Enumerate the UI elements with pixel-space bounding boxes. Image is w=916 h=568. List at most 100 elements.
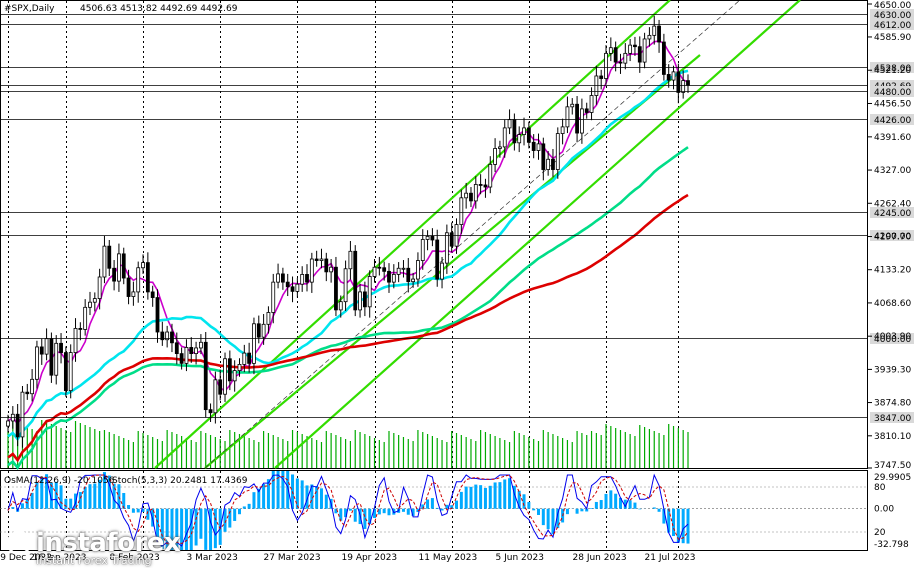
osma-bar	[98, 479, 102, 509]
osma-bar	[618, 497, 622, 509]
channel-line	[154, 0, 671, 469]
osma-bar	[54, 481, 58, 509]
candle-body	[295, 283, 300, 292]
osma-bar	[315, 486, 319, 509]
osma-bar	[609, 490, 613, 509]
osma-bar	[107, 475, 111, 509]
candle-body	[343, 268, 348, 303]
osma-bar	[170, 508, 174, 550]
osma-bar	[131, 508, 135, 513]
candle-body	[30, 378, 35, 395]
instaforex-logo-icon	[6, 530, 32, 556]
osma-bar	[247, 503, 251, 509]
osma-bar	[83, 486, 87, 509]
candle-body	[430, 235, 435, 241]
candle-body	[218, 379, 223, 395]
candle-body	[285, 281, 290, 288]
chart-header-symbol: #SPX,Daily	[4, 4, 55, 14]
osma-bar	[324, 494, 328, 509]
candle-body	[276, 273, 280, 283]
osma-bar	[213, 508, 217, 549]
osma-bar	[681, 508, 685, 544]
osma-bar	[623, 499, 627, 509]
level-label-box	[870, 412, 914, 423]
candle-body	[208, 409, 213, 414]
candle-body	[377, 266, 382, 269]
osma-tick-label: 29.9905	[874, 473, 911, 483]
osma-bar	[165, 508, 169, 550]
osma-bar	[498, 482, 502, 509]
osma-label: OsMA(12,26,9) -20.1056	[4, 476, 115, 486]
price-tick-label: 3874.80	[874, 399, 911, 409]
osma-bar	[633, 502, 637, 509]
candle-body	[608, 47, 613, 54]
osma-bar	[455, 500, 459, 509]
osma-bar	[469, 486, 473, 509]
candle-body	[121, 253, 126, 279]
candle-body	[464, 192, 469, 199]
candle-body	[536, 143, 541, 151]
candle-body	[150, 291, 155, 298]
stoch-tick-label: 80	[874, 483, 886, 493]
level-label: 4630.00	[874, 11, 911, 21]
price-tick-label: 4133.20	[874, 266, 911, 276]
osma-bar	[319, 488, 323, 509]
candle-body	[141, 262, 145, 269]
candle-body	[131, 291, 136, 297]
osma-panel: 29.9905 0.00 -32.798 80 20	[0, 471, 911, 550]
osma-bar	[440, 508, 444, 511]
level-label: 4480.00	[874, 88, 911, 98]
candle-body	[266, 312, 271, 325]
candle-body	[232, 370, 237, 382]
candle-body	[252, 323, 256, 364]
osma-bar	[180, 508, 184, 550]
osma-bar	[310, 484, 314, 509]
osma-bar	[387, 508, 391, 516]
candle-body	[189, 347, 194, 355]
level-label: 4426.00	[874, 116, 911, 126]
candle-body	[642, 38, 647, 63]
level-label: 4528.00	[874, 64, 911, 74]
candle-body	[512, 119, 517, 144]
candle-body	[256, 323, 261, 338]
level-label: 3847.00	[874, 414, 911, 424]
candle-body	[314, 258, 319, 261]
candle-body	[88, 301, 92, 308]
osma-bar	[604, 493, 608, 509]
level-label-box	[870, 19, 914, 30]
candle-body	[290, 286, 295, 292]
price-tick-label: 3939.30	[874, 365, 911, 375]
candle-body	[309, 258, 314, 283]
osma-bar	[541, 508, 545, 526]
candle-body	[686, 80, 690, 86]
osma-bar	[223, 508, 227, 532]
osma-bar	[435, 507, 439, 509]
osma-bar	[305, 485, 309, 509]
candlesticks	[6, 15, 690, 448]
candle-body	[300, 274, 305, 285]
candle-body	[39, 346, 44, 355]
candle-body	[584, 108, 589, 113]
candle-body	[502, 127, 507, 148]
candle-body	[420, 239, 425, 261]
osma-bar	[474, 484, 478, 509]
date-tick-label: 11 May 2023	[419, 553, 478, 563]
osma-bar	[652, 507, 656, 509]
osma-bar	[575, 508, 579, 514]
ma-line-ma5	[7, 40, 689, 426]
candle-body	[136, 267, 141, 293]
candle-body	[145, 262, 150, 293]
channel-mid-line	[204, 0, 741, 469]
candle-body	[112, 267, 116, 282]
candle-body	[165, 331, 170, 341]
candle-body	[54, 342, 59, 376]
date-tick-label: 5 Jun 2023	[496, 553, 544, 563]
level-label: 4000.00	[874, 335, 911, 345]
osma-bar	[344, 508, 348, 518]
price-tick-label: 4197.70	[874, 233, 911, 243]
osma-bar	[686, 508, 690, 544]
candle-body	[671, 71, 676, 81]
candle-body	[329, 266, 334, 273]
candle-body	[319, 258, 324, 261]
